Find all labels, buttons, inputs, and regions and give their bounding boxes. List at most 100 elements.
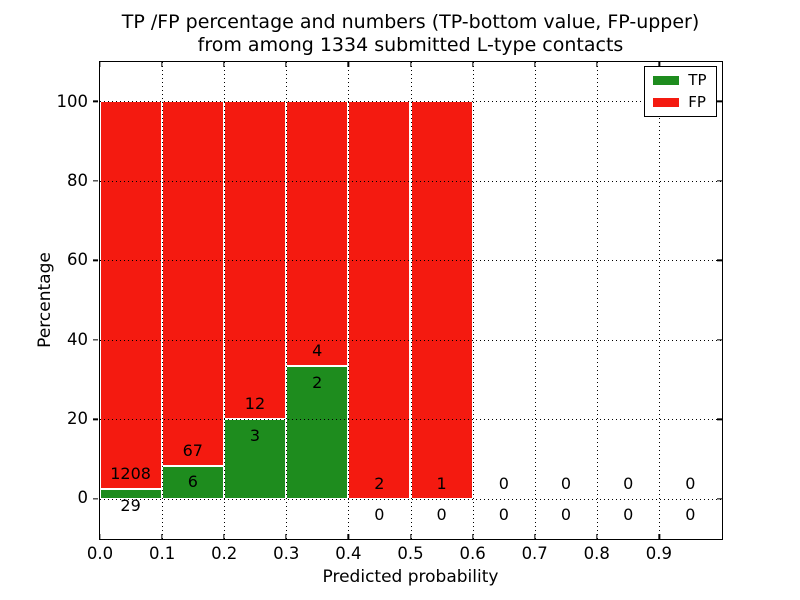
tp-bar-segment xyxy=(286,366,349,499)
h-gridline xyxy=(99,180,722,182)
x-tick xyxy=(409,533,412,539)
v-gridline xyxy=(534,61,536,539)
h-gridline xyxy=(99,419,722,421)
fp-count-label: 1208 xyxy=(110,464,151,484)
y-right-tick xyxy=(716,418,722,420)
x-tick xyxy=(347,533,349,539)
x-top-tick xyxy=(161,61,163,67)
x-top-tick xyxy=(223,61,225,67)
tp-count-label: 0 xyxy=(623,505,634,525)
x-top-tick xyxy=(534,61,536,67)
y-right-tick xyxy=(716,100,722,102)
h-gridline xyxy=(99,260,722,262)
legend-row: TP xyxy=(653,70,707,89)
y-tick-label: 80 xyxy=(67,171,88,190)
y-tick-label: 100 xyxy=(56,91,89,111)
x-top-tick xyxy=(98,61,101,67)
tp-count-label: 29 xyxy=(120,495,141,515)
x-top-tick xyxy=(596,61,598,67)
x-tick-label: 0.4 xyxy=(335,544,362,563)
legend-label: TP xyxy=(688,70,707,89)
v-gridline xyxy=(348,61,350,539)
tp-count-label: 0 xyxy=(374,505,385,525)
v-gridline xyxy=(286,61,288,539)
chart-title: TP /FP percentage and numbers (TP-bottom… xyxy=(100,11,721,57)
tp-count-label: 0 xyxy=(685,505,696,525)
x-axis-label: Predicted probability xyxy=(322,567,499,587)
x-tick-label: 0.6 xyxy=(459,544,486,563)
tp-count-label: 0 xyxy=(498,505,509,525)
legend: TP FP xyxy=(644,65,717,117)
tp-count-label: 6 xyxy=(187,472,198,492)
y-right-tick xyxy=(716,180,722,182)
x-tick-label: 0.3 xyxy=(273,544,300,563)
y-tick xyxy=(93,498,98,500)
fp-count-label: 0 xyxy=(498,473,509,493)
v-gridline xyxy=(472,61,474,539)
fp-count-label: 2 xyxy=(374,473,385,493)
fp-bar-segment xyxy=(161,101,224,467)
x-tick xyxy=(161,533,163,539)
chart-title-line2: from among 1334 submitted L-type contact… xyxy=(197,34,624,56)
y-right-tick xyxy=(716,339,722,341)
y-tick-label: 20 xyxy=(67,409,88,428)
x-tick xyxy=(658,533,660,539)
x-tick xyxy=(534,533,536,539)
tp-count-label: 3 xyxy=(249,425,261,445)
x-tick-label: 0.5 xyxy=(397,544,424,563)
y-tick xyxy=(93,180,98,182)
x-tick xyxy=(285,533,287,539)
fp-count-label: 12 xyxy=(244,394,266,414)
y-right-tick xyxy=(716,259,722,261)
fp-count-label: 0 xyxy=(623,473,634,493)
y-tick-label: 60 xyxy=(67,250,88,270)
x-tick-label: 0.2 xyxy=(211,544,238,563)
plot-area: TP FP 1208 29 67 6 12 3 4 2 2 0 1 0 0 0 0 0 0 0 0 0 xyxy=(93,60,723,540)
chart-title-line1: TP /FP percentage and numbers (TP-bottom… xyxy=(121,11,700,33)
h-gridline xyxy=(99,101,722,103)
v-gridline xyxy=(659,61,661,539)
v-gridline xyxy=(223,61,225,539)
tp-count-label: 0 xyxy=(436,505,447,525)
x-tick xyxy=(98,533,101,539)
y-tick xyxy=(93,418,98,420)
fp-count-label: 4 xyxy=(312,341,323,361)
fp-bar-segment xyxy=(410,101,473,499)
v-gridline xyxy=(410,61,412,539)
x-tick-label: 0.0 xyxy=(86,544,114,563)
tp-count-label: 0 xyxy=(560,505,572,525)
x-top-tick xyxy=(347,61,349,67)
y-tick xyxy=(93,100,98,102)
y-tick-label: 40 xyxy=(67,329,88,349)
tp-count-label: 2 xyxy=(312,372,323,392)
legend-row: FP xyxy=(653,92,706,111)
fp-count-label: 1 xyxy=(436,473,447,493)
h-gridline xyxy=(99,339,722,341)
v-gridline xyxy=(597,61,599,539)
y-tick xyxy=(93,339,98,341)
x-tick-label: 0.9 xyxy=(645,544,673,563)
legend-label: FP xyxy=(688,92,706,111)
tp-bar-segment xyxy=(99,489,162,499)
fp-count-label: 0 xyxy=(560,473,572,493)
x-tick-label: 0.1 xyxy=(148,544,176,563)
fp-bar-segment xyxy=(348,101,411,499)
fp-count-label: 0 xyxy=(685,473,696,493)
x-tick-label: 0.7 xyxy=(521,544,548,563)
x-tick xyxy=(596,533,598,539)
x-top-tick xyxy=(472,61,474,67)
tp-bar-segment xyxy=(161,466,224,499)
y-right-tick xyxy=(716,498,722,500)
x-top-tick xyxy=(658,61,660,67)
fp-bar-segment xyxy=(99,101,162,490)
fp-count-label: 67 xyxy=(182,440,203,460)
v-gridline xyxy=(161,61,163,539)
x-top-tick xyxy=(409,61,412,67)
legend-swatch-tp xyxy=(653,75,680,85)
x-tick-label: 0.8 xyxy=(583,544,610,563)
y-tick-label: 0 xyxy=(77,488,89,508)
y-tick xyxy=(93,259,98,261)
x-tick xyxy=(223,533,225,539)
fp-bar-segment xyxy=(286,101,349,367)
